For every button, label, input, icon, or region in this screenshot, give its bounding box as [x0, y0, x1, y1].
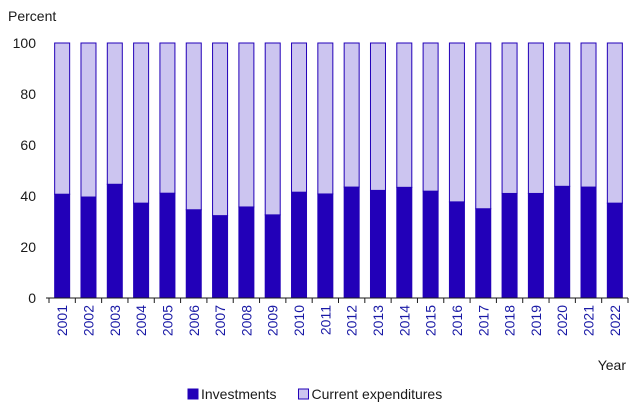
legend-label: Investments [201, 386, 276, 402]
y-axis-title: Percent [8, 8, 56, 24]
bar-investments [159, 192, 176, 299]
bar-current-expenditures [606, 42, 623, 204]
bar-investments [185, 209, 202, 299]
y-tick-label: 80 [20, 86, 36, 102]
bar-current-expenditures [317, 42, 334, 195]
x-tick-label: 2011 [317, 305, 333, 335]
bar-investments [554, 185, 571, 299]
legend: Investments Current expenditures [187, 386, 442, 402]
bar-investments [343, 186, 360, 299]
legend-label: Current expenditures [311, 386, 442, 402]
bar-current-expenditures [580, 42, 597, 188]
bar-current-expenditures [343, 42, 360, 188]
x-tick-label: 2015 [423, 305, 439, 336]
bars [54, 42, 623, 299]
y-axis-ticks: 0 20 40 60 80 100 [13, 35, 37, 306]
bar-current-expenditures [369, 42, 386, 191]
bar-current-expenditures [80, 42, 97, 198]
x-tick-label: 2002 [80, 305, 96, 336]
y-tick-label: 100 [13, 35, 37, 51]
x-tick-label: 2019 [528, 305, 544, 336]
bar-current-expenditures [159, 42, 176, 194]
bar-current-expenditures [291, 42, 308, 193]
bar-current-expenditures [212, 42, 229, 217]
bar-investments [212, 215, 229, 299]
bar-investments [264, 214, 281, 299]
x-tick-label: 2014 [396, 305, 412, 336]
x-tick-label: 2016 [449, 305, 465, 336]
bar-investments [54, 193, 71, 299]
bar-current-expenditures [422, 42, 439, 192]
x-tick-label: 2004 [133, 305, 149, 336]
bar-investments [580, 186, 597, 299]
bar-investments [291, 191, 308, 299]
x-tick-label: 2010 [291, 305, 307, 336]
x-tick-label: 2005 [159, 305, 175, 336]
bar-current-expenditures [106, 42, 123, 185]
bar-investments [527, 192, 544, 299]
x-tick-label: 2021 [581, 305, 597, 336]
x-tick-label: 2013 [370, 305, 386, 336]
bar-investments [396, 186, 413, 299]
x-tick-label: 2012 [344, 305, 360, 336]
x-tick-label: 2020 [554, 305, 570, 336]
bar-investments [501, 192, 518, 299]
x-tick-label: 2008 [238, 305, 254, 336]
x-tick-label: 2006 [186, 305, 202, 336]
bar-investments [422, 190, 439, 299]
bar-investments [133, 202, 150, 299]
legend-swatch [297, 388, 309, 400]
bar-investments [238, 206, 255, 299]
bar-current-expenditures [501, 42, 518, 194]
bar-investments [80, 196, 97, 299]
x-tick-label: 2009 [265, 305, 281, 336]
y-tick-label: 0 [28, 290, 36, 306]
bar-current-expenditures [554, 42, 571, 187]
bar-current-expenditures [238, 42, 255, 208]
x-tick-label: 2022 [607, 305, 623, 336]
bar-investments [475, 208, 492, 299]
bar-investments [606, 202, 623, 299]
y-tick-label: 60 [20, 137, 36, 153]
bar-current-expenditures [133, 42, 150, 204]
x-axis-ticks: 2001 2002 2003 2004 2005 2006 2007 2008 2009 2010… [48, 298, 629, 336]
bar-investments [317, 193, 334, 299]
bar-current-expenditures [527, 42, 544, 194]
x-tick-label: 2017 [475, 305, 491, 336]
x-tick-label: 2018 [502, 305, 518, 336]
x-axis-title: Year [598, 357, 627, 373]
x-tick-label: 2003 [107, 305, 123, 336]
x-tick-label: 2001 [54, 305, 70, 336]
bar-current-expenditures [448, 42, 465, 203]
x-tick-label: 2007 [212, 305, 228, 336]
bar-investments [369, 189, 386, 299]
y-tick-label: 40 [20, 188, 36, 204]
bar-current-expenditures [475, 42, 492, 210]
bar-investments [448, 201, 465, 299]
bar-current-expenditures [54, 42, 71, 195]
y-tick-label: 20 [20, 239, 36, 255]
bar-current-expenditures [185, 42, 202, 211]
bar-current-expenditures [264, 42, 281, 216]
legend-swatch [187, 388, 199, 400]
bar-investments [106, 183, 123, 299]
bar-current-expenditures [396, 42, 413, 188]
